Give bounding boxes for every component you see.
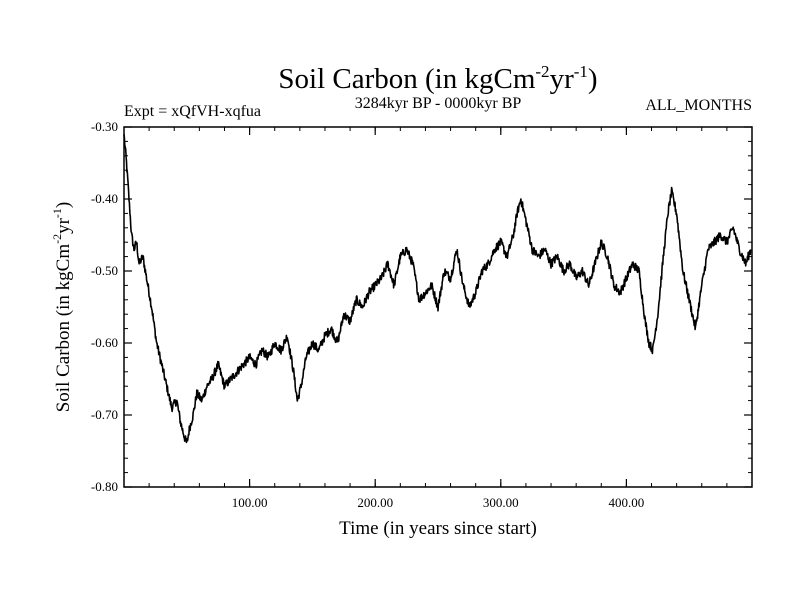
- y-tick-label: -0.80: [91, 479, 118, 494]
- y-tick-label: -0.50: [91, 263, 118, 278]
- series-layer: [123, 134, 752, 444]
- y-tick-label: -0.40: [91, 191, 118, 206]
- series-line: [123, 134, 752, 444]
- plot-area: -0.30 -0.40 -0.50 -0.60 -0.70 -0.80 100.00 200…: [91, 119, 753, 510]
- y-tick-label: -0.70: [91, 407, 118, 422]
- x-tick-label: 400.00: [609, 495, 645, 510]
- subtitle-months: ALL_MONTHS: [645, 97, 752, 114]
- y-axis-label: Soil Carbon (in kgCm-2yr-1): [50, 202, 74, 413]
- subtitle-experiment: Expt = xQfVH-xqfua: [124, 103, 261, 120]
- chart-title: Soil Carbon (in kgCm-2yr-1): [278, 62, 597, 95]
- x-tick-label: 100.00: [232, 495, 268, 510]
- x-tick-label: 300.00: [483, 495, 519, 510]
- plot-frame: [123, 126, 753, 488]
- x-axis-label: Time (in years since start): [339, 518, 537, 539]
- y-axis: -0.30 -0.40 -0.50 -0.60 -0.70 -0.80: [91, 119, 752, 494]
- y-tick-label: -0.60: [91, 335, 118, 350]
- x-tick-label: 200.00: [357, 495, 393, 510]
- y-tick-label: -0.30: [91, 119, 118, 134]
- x-axis: 100.00 200.00 300.00 400.00: [123, 127, 753, 510]
- subtitle-time-range: 3284kyr BP - 0000kyr BP: [355, 95, 522, 112]
